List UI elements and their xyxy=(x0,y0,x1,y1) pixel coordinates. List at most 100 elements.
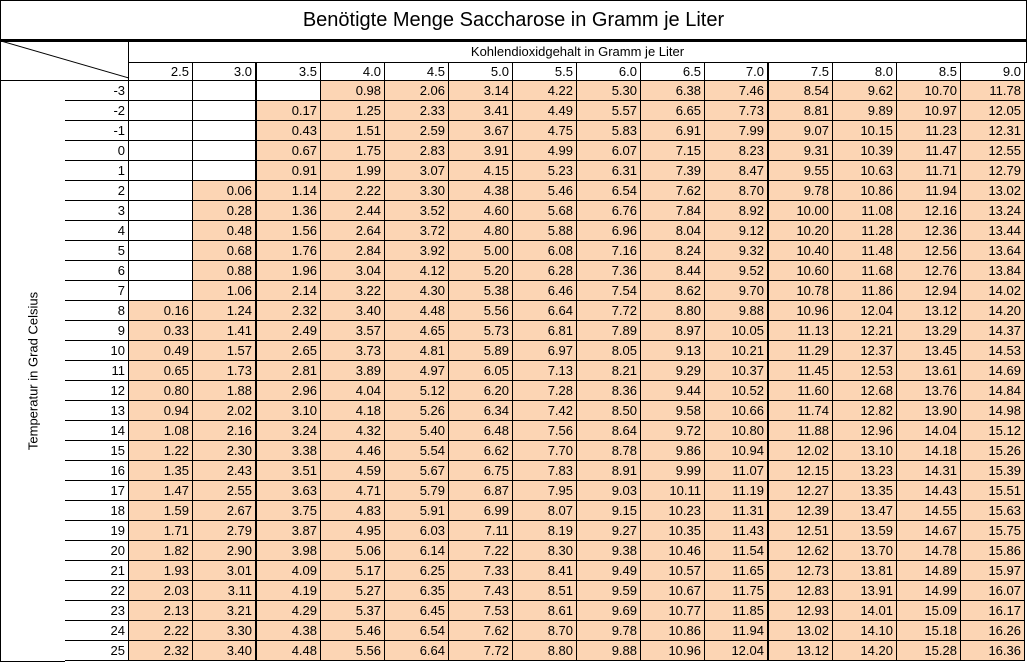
table-cell[interactable]: 10.60 xyxy=(769,261,833,281)
table-cell[interactable]: 6.25 xyxy=(385,561,449,581)
table-cell[interactable]: 8.23 xyxy=(705,141,769,161)
table-cell[interactable]: 8.21 xyxy=(577,361,641,381)
table-cell[interactable]: 4.95 xyxy=(321,521,385,541)
table-cell[interactable]: 11.47 xyxy=(897,141,961,161)
table-cell[interactable]: 11.68 xyxy=(833,261,897,281)
row-header[interactable]: -3 xyxy=(65,81,129,101)
table-cell[interactable]: 10.11 xyxy=(641,481,705,501)
table-cell[interactable]: 15.18 xyxy=(897,621,961,641)
table-cell[interactable]: 13.47 xyxy=(833,501,897,521)
table-cell[interactable]: 13.29 xyxy=(897,321,961,341)
table-cell[interactable]: 14.04 xyxy=(897,421,961,441)
table-cell[interactable]: 9.88 xyxy=(577,641,641,661)
table-cell[interactable] xyxy=(129,261,193,281)
table-cell[interactable]: 13.24 xyxy=(961,201,1025,221)
column-header[interactable]: 7.0 xyxy=(705,63,769,81)
table-cell[interactable]: 8.41 xyxy=(513,561,577,581)
table-cell[interactable]: 4.29 xyxy=(257,601,321,621)
column-header[interactable]: 8.0 xyxy=(833,63,897,81)
table-cell[interactable]: 0.17 xyxy=(257,101,321,121)
row-header[interactable]: 22 xyxy=(65,581,129,601)
table-cell[interactable]: 11.29 xyxy=(769,341,833,361)
table-cell[interactable]: 6.54 xyxy=(577,181,641,201)
column-header[interactable]: 5.0 xyxy=(449,63,513,81)
table-cell[interactable]: 0.33 xyxy=(129,321,193,341)
table-cell[interactable]: 13.45 xyxy=(897,341,961,361)
table-cell[interactable]: 12.79 xyxy=(961,161,1025,181)
table-cell[interactable]: 5.46 xyxy=(321,621,385,641)
table-cell[interactable]: 10.80 xyxy=(705,421,769,441)
row-header[interactable]: 23 xyxy=(65,601,129,621)
table-cell[interactable]: 11.31 xyxy=(705,501,769,521)
row-header[interactable]: 1 xyxy=(65,161,129,181)
table-cell[interactable]: 6.46 xyxy=(513,281,577,301)
table-cell[interactable]: 0.06 xyxy=(193,181,257,201)
table-cell[interactable]: 5.83 xyxy=(577,121,641,141)
table-cell[interactable]: 12.62 xyxy=(769,541,833,561)
table-cell[interactable]: 10.40 xyxy=(769,241,833,261)
table-cell[interactable]: 0.16 xyxy=(129,301,193,321)
table-cell[interactable]: 6.48 xyxy=(449,421,513,441)
table-cell[interactable]: 3.41 xyxy=(449,101,513,121)
table-cell[interactable]: 5.56 xyxy=(321,641,385,661)
table-cell[interactable]: 0.91 xyxy=(257,161,321,181)
table-cell[interactable]: 3.40 xyxy=(193,641,257,661)
table-cell[interactable]: 16.07 xyxy=(961,581,1025,601)
table-cell[interactable] xyxy=(129,121,193,141)
table-cell[interactable]: 2.32 xyxy=(257,301,321,321)
table-cell[interactable]: 2.44 xyxy=(321,201,385,221)
table-cell[interactable]: 12.05 xyxy=(961,101,1025,121)
table-cell[interactable]: 15.97 xyxy=(961,561,1025,581)
table-cell[interactable]: 14.01 xyxy=(833,601,897,621)
table-cell[interactable]: 1.47 xyxy=(129,481,193,501)
table-cell[interactable]: 9.07 xyxy=(769,121,833,141)
table-cell[interactable]: 13.44 xyxy=(961,221,1025,241)
table-cell[interactable]: 3.30 xyxy=(385,181,449,201)
table-cell[interactable]: 14.43 xyxy=(897,481,961,501)
table-cell[interactable]: 9.29 xyxy=(641,361,705,381)
table-cell[interactable]: 7.15 xyxy=(641,141,705,161)
table-cell[interactable]: 1.25 xyxy=(321,101,385,121)
table-cell[interactable]: 7.84 xyxy=(641,201,705,221)
table-cell[interactable] xyxy=(129,181,193,201)
table-cell[interactable]: 3.52 xyxy=(385,201,449,221)
table-cell[interactable]: 8.97 xyxy=(641,321,705,341)
table-cell[interactable]: 13.12 xyxy=(769,641,833,661)
table-cell[interactable]: 11.71 xyxy=(897,161,961,181)
table-cell[interactable]: 2.81 xyxy=(257,361,321,381)
table-cell[interactable]: 1.59 xyxy=(129,501,193,521)
table-cell[interactable]: 6.65 xyxy=(641,101,705,121)
table-cell[interactable]: 13.76 xyxy=(897,381,961,401)
table-cell[interactable]: 5.57 xyxy=(577,101,641,121)
table-cell[interactable]: 14.69 xyxy=(961,361,1025,381)
table-cell[interactable]: 4.22 xyxy=(513,81,577,101)
table-cell[interactable]: 5.00 xyxy=(449,241,513,261)
table-cell[interactable]: 14.98 xyxy=(961,401,1025,421)
table-cell[interactable]: 4.04 xyxy=(321,381,385,401)
table-cell[interactable]: 1.99 xyxy=(321,161,385,181)
table-cell[interactable]: 2.43 xyxy=(193,461,257,481)
table-cell[interactable]: 3.92 xyxy=(385,241,449,261)
table-cell[interactable]: 12.56 xyxy=(897,241,961,261)
table-cell[interactable] xyxy=(193,161,257,181)
table-cell[interactable]: 11.23 xyxy=(897,121,961,141)
table-cell[interactable]: 4.48 xyxy=(385,301,449,321)
table-cell[interactable]: 2.55 xyxy=(193,481,257,501)
table-cell[interactable]: 6.07 xyxy=(577,141,641,161)
table-cell[interactable]: 4.48 xyxy=(257,641,321,661)
table-cell[interactable]: 1.51 xyxy=(321,121,385,141)
table-cell[interactable]: 1.71 xyxy=(129,521,193,541)
row-header[interactable]: 25 xyxy=(65,641,129,661)
table-cell[interactable]: 10.67 xyxy=(641,581,705,601)
table-cell[interactable]: 11.13 xyxy=(769,321,833,341)
table-cell[interactable]: 16.36 xyxy=(961,641,1025,661)
row-header[interactable]: 10 xyxy=(65,341,129,361)
table-cell[interactable]: 7.70 xyxy=(513,441,577,461)
table-cell[interactable]: 12.02 xyxy=(769,441,833,461)
table-cell[interactable]: 3.07 xyxy=(385,161,449,181)
table-cell[interactable]: 0.65 xyxy=(129,361,193,381)
table-cell[interactable]: 3.40 xyxy=(321,301,385,321)
table-cell[interactable]: 11.94 xyxy=(897,181,961,201)
table-cell[interactable]: 11.60 xyxy=(769,381,833,401)
table-cell[interactable]: 7.62 xyxy=(449,621,513,641)
